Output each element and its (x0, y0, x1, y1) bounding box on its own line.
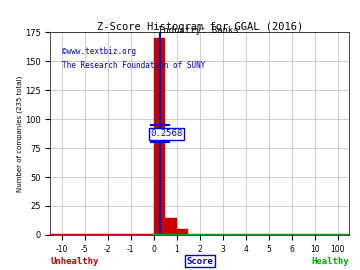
Bar (165, 218, 177, 235)
Text: Industry: Banks: Industry: Banks (158, 26, 238, 35)
Text: Healthy: Healthy (311, 256, 349, 265)
Text: The Research Foundation of SUNY: The Research Foundation of SUNY (62, 61, 205, 70)
Text: Unhealthy: Unhealthy (50, 256, 99, 265)
Title: Z-Score Histogram for GGAL (2016): Z-Score Histogram for GGAL (2016) (97, 22, 303, 32)
Bar (154, 38, 165, 235)
Text: Score: Score (186, 256, 213, 265)
Y-axis label: Number of companies (235 total): Number of companies (235 total) (17, 75, 23, 192)
Text: ©www.textbiz.org: ©www.textbiz.org (62, 48, 136, 56)
Text: 0.2568: 0.2568 (150, 129, 183, 138)
Bar (177, 229, 188, 235)
